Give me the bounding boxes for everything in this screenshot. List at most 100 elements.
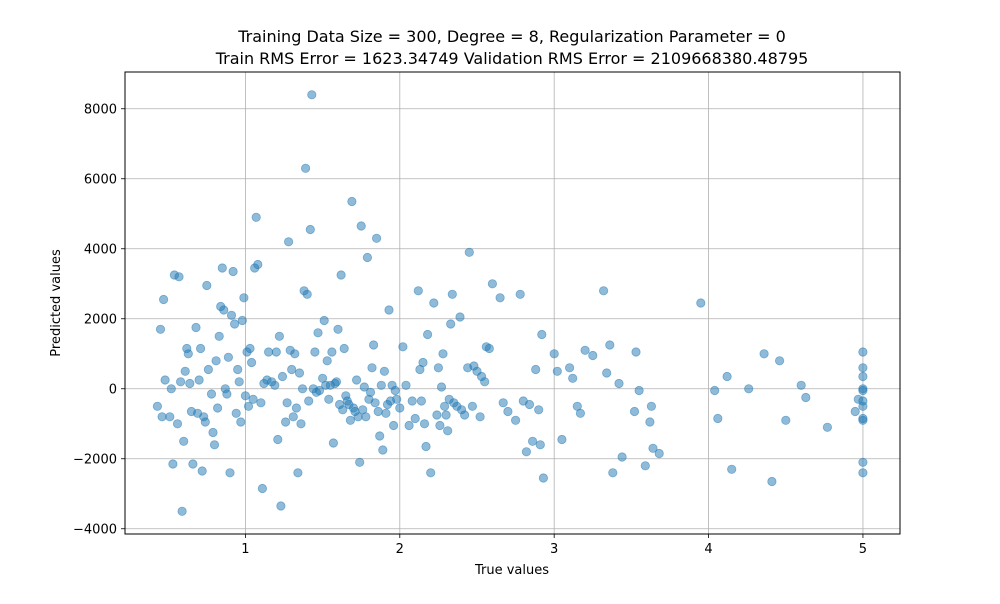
scatter-point: [858, 457, 868, 467]
scatter-point: [646, 401, 657, 411]
scatter-point: [413, 286, 423, 296]
scatter-point: [338, 405, 348, 415]
scatter-point: [443, 426, 453, 436]
scatter-point: [159, 294, 169, 305]
scatter-point: [288, 412, 298, 422]
x-axis-ticks: 1 2 3 4 5: [241, 534, 867, 557]
scatter-point: [722, 371, 732, 382]
scatter-point: [392, 394, 402, 404]
scatter-point: [185, 378, 195, 389]
scatter-point: [370, 398, 380, 408]
scatter-point: [203, 364, 213, 375]
scatter-point: [459, 410, 470, 420]
x-tick-label: 1: [241, 542, 249, 557]
scatter-point: [194, 375, 204, 385]
plot-frame: [124, 71, 901, 535]
scatter-point: [538, 473, 549, 483]
scatter-point: [796, 380, 806, 390]
scatter-point: [228, 266, 238, 277]
scatter-point: [237, 315, 247, 326]
scatter-point: [251, 212, 261, 222]
scatter-point: [634, 385, 644, 396]
scatter-point: [487, 279, 497, 289]
scatter-point: [410, 413, 420, 424]
y-tick-label: 8000: [84, 102, 117, 117]
scatter-point: [239, 293, 249, 303]
scatter-point: [314, 385, 325, 396]
scatter-point: [774, 356, 785, 366]
scatter-point: [767, 476, 777, 487]
scatter-point: [378, 445, 388, 455]
x-tick-label: 2: [396, 542, 404, 557]
scatter-point: [368, 340, 379, 350]
scatter-point: [274, 331, 284, 341]
scatter-point: [322, 356, 332, 366]
scatter-point: [645, 417, 655, 427]
x-tick-label: 5: [859, 542, 867, 557]
y-tick-label: −2000: [73, 452, 117, 467]
scatter-point: [277, 371, 288, 382]
scatter-point: [157, 412, 167, 422]
y-tick-label: −4000: [73, 522, 117, 537]
chart-title-line2: Train RMS Error = 1623.34749 Validation …: [215, 49, 809, 68]
scatter-point: [367, 363, 377, 373]
scatter-point: [858, 401, 868, 411]
scatter-point: [365, 387, 376, 397]
scatter-point: [336, 270, 346, 280]
scatter-point: [575, 408, 586, 418]
scatter-point: [524, 399, 535, 410]
scatter-point: [217, 263, 227, 273]
scatter-point: [375, 431, 385, 441]
x-axis-label: True values: [474, 563, 549, 578]
scatter-point: [464, 247, 474, 257]
scatter-point: [475, 412, 485, 422]
scatter-point: [327, 347, 337, 357]
scatter-point: [373, 406, 383, 417]
scatter-point: [339, 343, 349, 354]
scatter-point: [858, 347, 868, 357]
scatter-point: [243, 401, 254, 411]
scatter-point: [211, 356, 221, 366]
scatter-point: [294, 368, 305, 378]
scatter-point: [324, 394, 334, 404]
scatter-point: [549, 349, 559, 359]
scatter-point: [270, 380, 280, 390]
scatter-point: [319, 315, 329, 326]
scatter-point: [648, 443, 658, 453]
scatter-point: [174, 272, 184, 282]
scatter-point: [527, 436, 538, 446]
scatter-point: [426, 468, 436, 478]
scatter-point: [608, 468, 618, 478]
scatter-point: [176, 377, 186, 387]
scatter-point: [631, 347, 641, 357]
scatter-point: [219, 305, 229, 315]
scatter-point: [231, 408, 241, 418]
scatter-point: [273, 434, 283, 445]
scatter-point: [376, 380, 386, 390]
scatter-point: [552, 366, 562, 376]
scatter-point: [564, 363, 575, 373]
scatter-point: [580, 345, 590, 355]
x-tick-label: 3: [550, 542, 558, 557]
scatter-point: [248, 394, 258, 404]
scatter-point: [166, 384, 176, 394]
x-tick-label: 4: [704, 542, 712, 557]
scatter-point: [435, 420, 445, 431]
scatter-point: [287, 364, 297, 375]
scatter-point: [313, 328, 323, 338]
scatter-point: [191, 322, 201, 333]
scatter-point: [226, 310, 237, 320]
scatter-point: [534, 405, 544, 415]
scatter-point: [196, 343, 206, 354]
scatter-point: [305, 224, 315, 235]
scatter-point: [245, 343, 255, 354]
scatter-point: [310, 347, 320, 357]
scatter-point: [361, 412, 371, 422]
scatter-point: [605, 340, 615, 350]
scatter-point: [416, 396, 426, 406]
scatter-point: [744, 384, 754, 394]
scatter-point: [331, 377, 342, 387]
scatter-point: [179, 436, 189, 446]
scatter-point: [727, 464, 737, 474]
